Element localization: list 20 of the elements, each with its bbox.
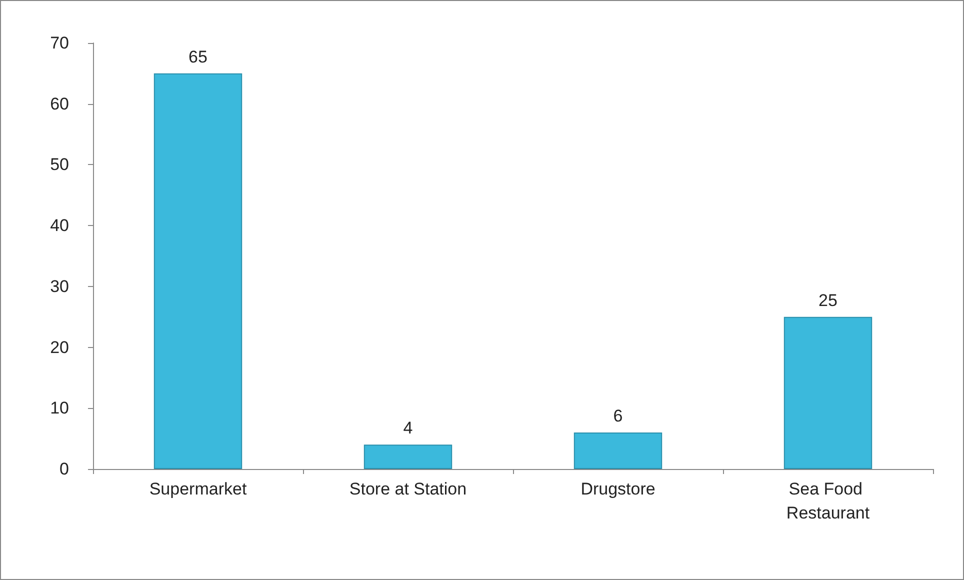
y-tick-label: 40	[50, 216, 69, 236]
data-label: 65	[188, 47, 208, 66]
y-tick-label: 70	[50, 34, 69, 52]
data-label: 25	[818, 290, 838, 310]
y-tick-label: 60	[50, 94, 69, 114]
x-tick-label: Supermarket	[149, 480, 247, 498]
bar	[574, 432, 662, 469]
y-tick-label: 20	[50, 338, 69, 357]
data-label: 4	[403, 418, 413, 438]
bar	[154, 73, 242, 469]
x-tick-label: Sea Food Restaurant	[786, 480, 870, 522]
bar	[784, 316, 872, 469]
y-tick-label: 50	[50, 155, 69, 174]
data-label: 6	[613, 406, 623, 426]
x-tick-label: Drugstore	[580, 480, 656, 498]
x-tick-label: Store at Station	[349, 480, 467, 498]
y-tick-label: 0	[60, 460, 69, 478]
bar	[364, 444, 452, 469]
y-tick-label: 30	[50, 276, 69, 296]
y-tick-label: 10	[50, 398, 69, 418]
